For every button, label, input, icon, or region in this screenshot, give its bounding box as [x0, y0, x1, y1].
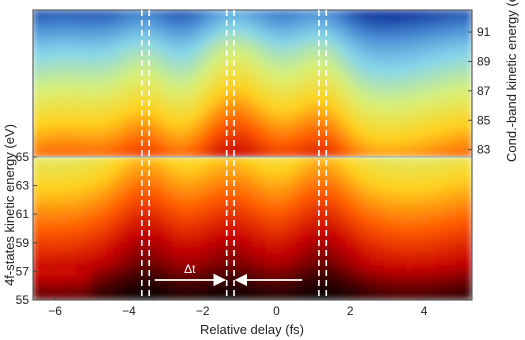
x-tick-label: 2 [347, 304, 354, 318]
y-right-tick-label: 85 [477, 113, 491, 127]
x-axis: −6 −4 −2 0 2 4 [48, 296, 428, 318]
upper-panel-heatmap [33, 10, 472, 157]
y-right-tick-label: 87 [477, 84, 491, 98]
x-tick-label: 4 [421, 304, 428, 318]
delta-t-annotation: Δt [154, 262, 303, 287]
y-left-tick-label: 65 [16, 150, 30, 164]
y-axis-left-label: 4f-states kinetic energy (eV) [2, 124, 17, 286]
y-left-tick-label: 63 [16, 179, 30, 193]
x-tick-label: −6 [48, 304, 62, 318]
y-left-tick-label: 59 [16, 236, 30, 250]
delta-t-label: Δt [184, 262, 196, 276]
y-axis-left: 55 57 59 61 63 65 [16, 150, 37, 307]
y-right-tick-label: 89 [477, 54, 491, 68]
x-tick-label: −2 [196, 304, 210, 318]
x-axis-label: Relative delay (fs) [200, 322, 304, 337]
dashed-lines [141, 10, 328, 300]
x-tick-label: 0 [273, 304, 280, 318]
x-tick-label: −4 [122, 304, 136, 318]
y-axis-right-label: Cond.-band kinetic energy (eV) [504, 0, 519, 162]
y-left-tick-label: 55 [16, 293, 30, 307]
y-right-tick-label: 91 [477, 25, 491, 39]
y-left-tick-label: 57 [16, 264, 30, 278]
y-left-tick-label: 61 [16, 207, 30, 221]
y-axis-right: 83 85 87 89 91 [468, 25, 491, 157]
lower-panel-heatmap [33, 157, 472, 300]
y-right-tick-label: 83 [477, 143, 491, 157]
plot-frame [32, 9, 473, 301]
